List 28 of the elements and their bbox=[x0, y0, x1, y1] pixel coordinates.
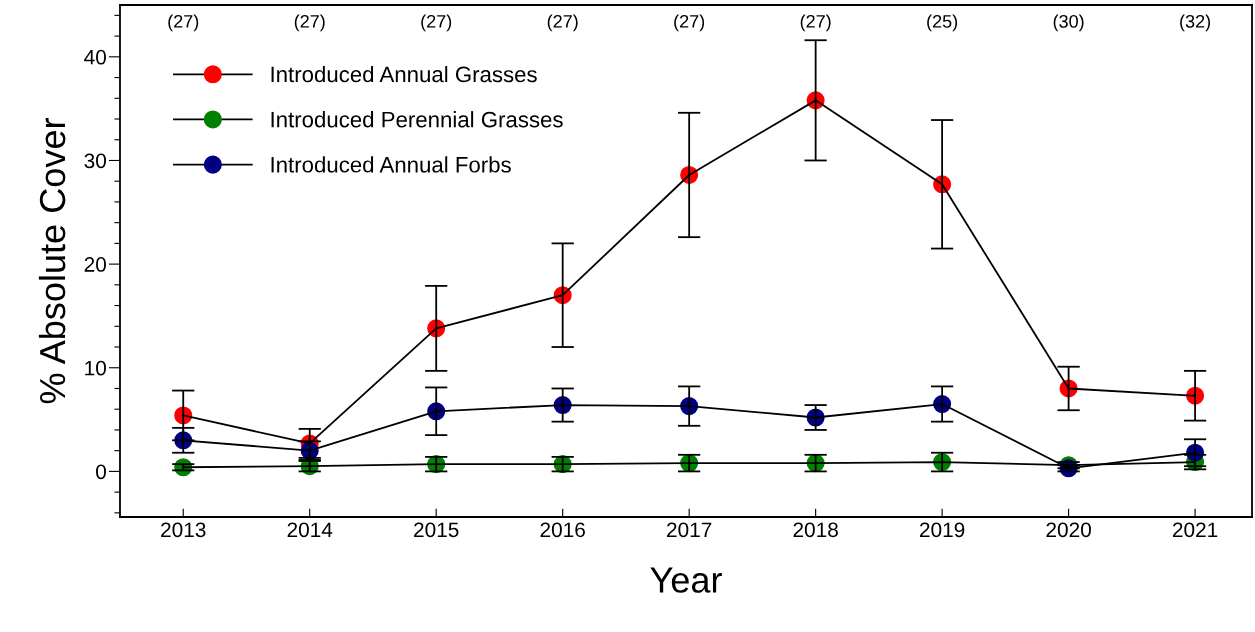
annotation: (27) bbox=[168, 14, 199, 32]
annotation: (27) bbox=[421, 14, 452, 32]
x-axis-title: Year bbox=[650, 567, 722, 593]
annotation: (30) bbox=[1053, 14, 1084, 32]
x-tick-label: 2014 bbox=[287, 522, 333, 538]
annotation: (27) bbox=[674, 14, 705, 32]
y-tick-label: 30 bbox=[84, 153, 106, 169]
annotation: (32) bbox=[1180, 14, 1211, 32]
y-tick-label: 20 bbox=[84, 257, 106, 272]
x-tick-label: 2019 bbox=[920, 522, 965, 538]
annotation: (25) bbox=[927, 14, 958, 32]
legend-label: Introduced Perennial Grasses bbox=[271, 111, 563, 128]
annotation: (27) bbox=[294, 14, 325, 32]
y-tick-label: 40 bbox=[84, 49, 106, 65]
y-tick-label: 10 bbox=[85, 360, 106, 376]
x-tick-label: 2013 bbox=[161, 522, 206, 538]
annotation: (27) bbox=[800, 14, 831, 32]
legend-label: Introduced Annual Grasses bbox=[271, 65, 537, 83]
x-tick-label: 2018 bbox=[793, 522, 838, 538]
x-tick-label: 2016 bbox=[540, 522, 585, 538]
y-axis-title: % Absolute Cover bbox=[38, 118, 66, 404]
annotation: (27) bbox=[547, 14, 578, 32]
x-tick-label: 2021 bbox=[1172, 522, 1218, 538]
x-tick-label: 2015 bbox=[414, 522, 459, 538]
x-tick-label: 2017 bbox=[667, 522, 712, 538]
x-tick-label: 2020 bbox=[1046, 522, 1091, 538]
y-tick-label: 0 bbox=[96, 464, 106, 480]
legend-label: Introduced Annual Forbs bbox=[271, 156, 511, 173]
